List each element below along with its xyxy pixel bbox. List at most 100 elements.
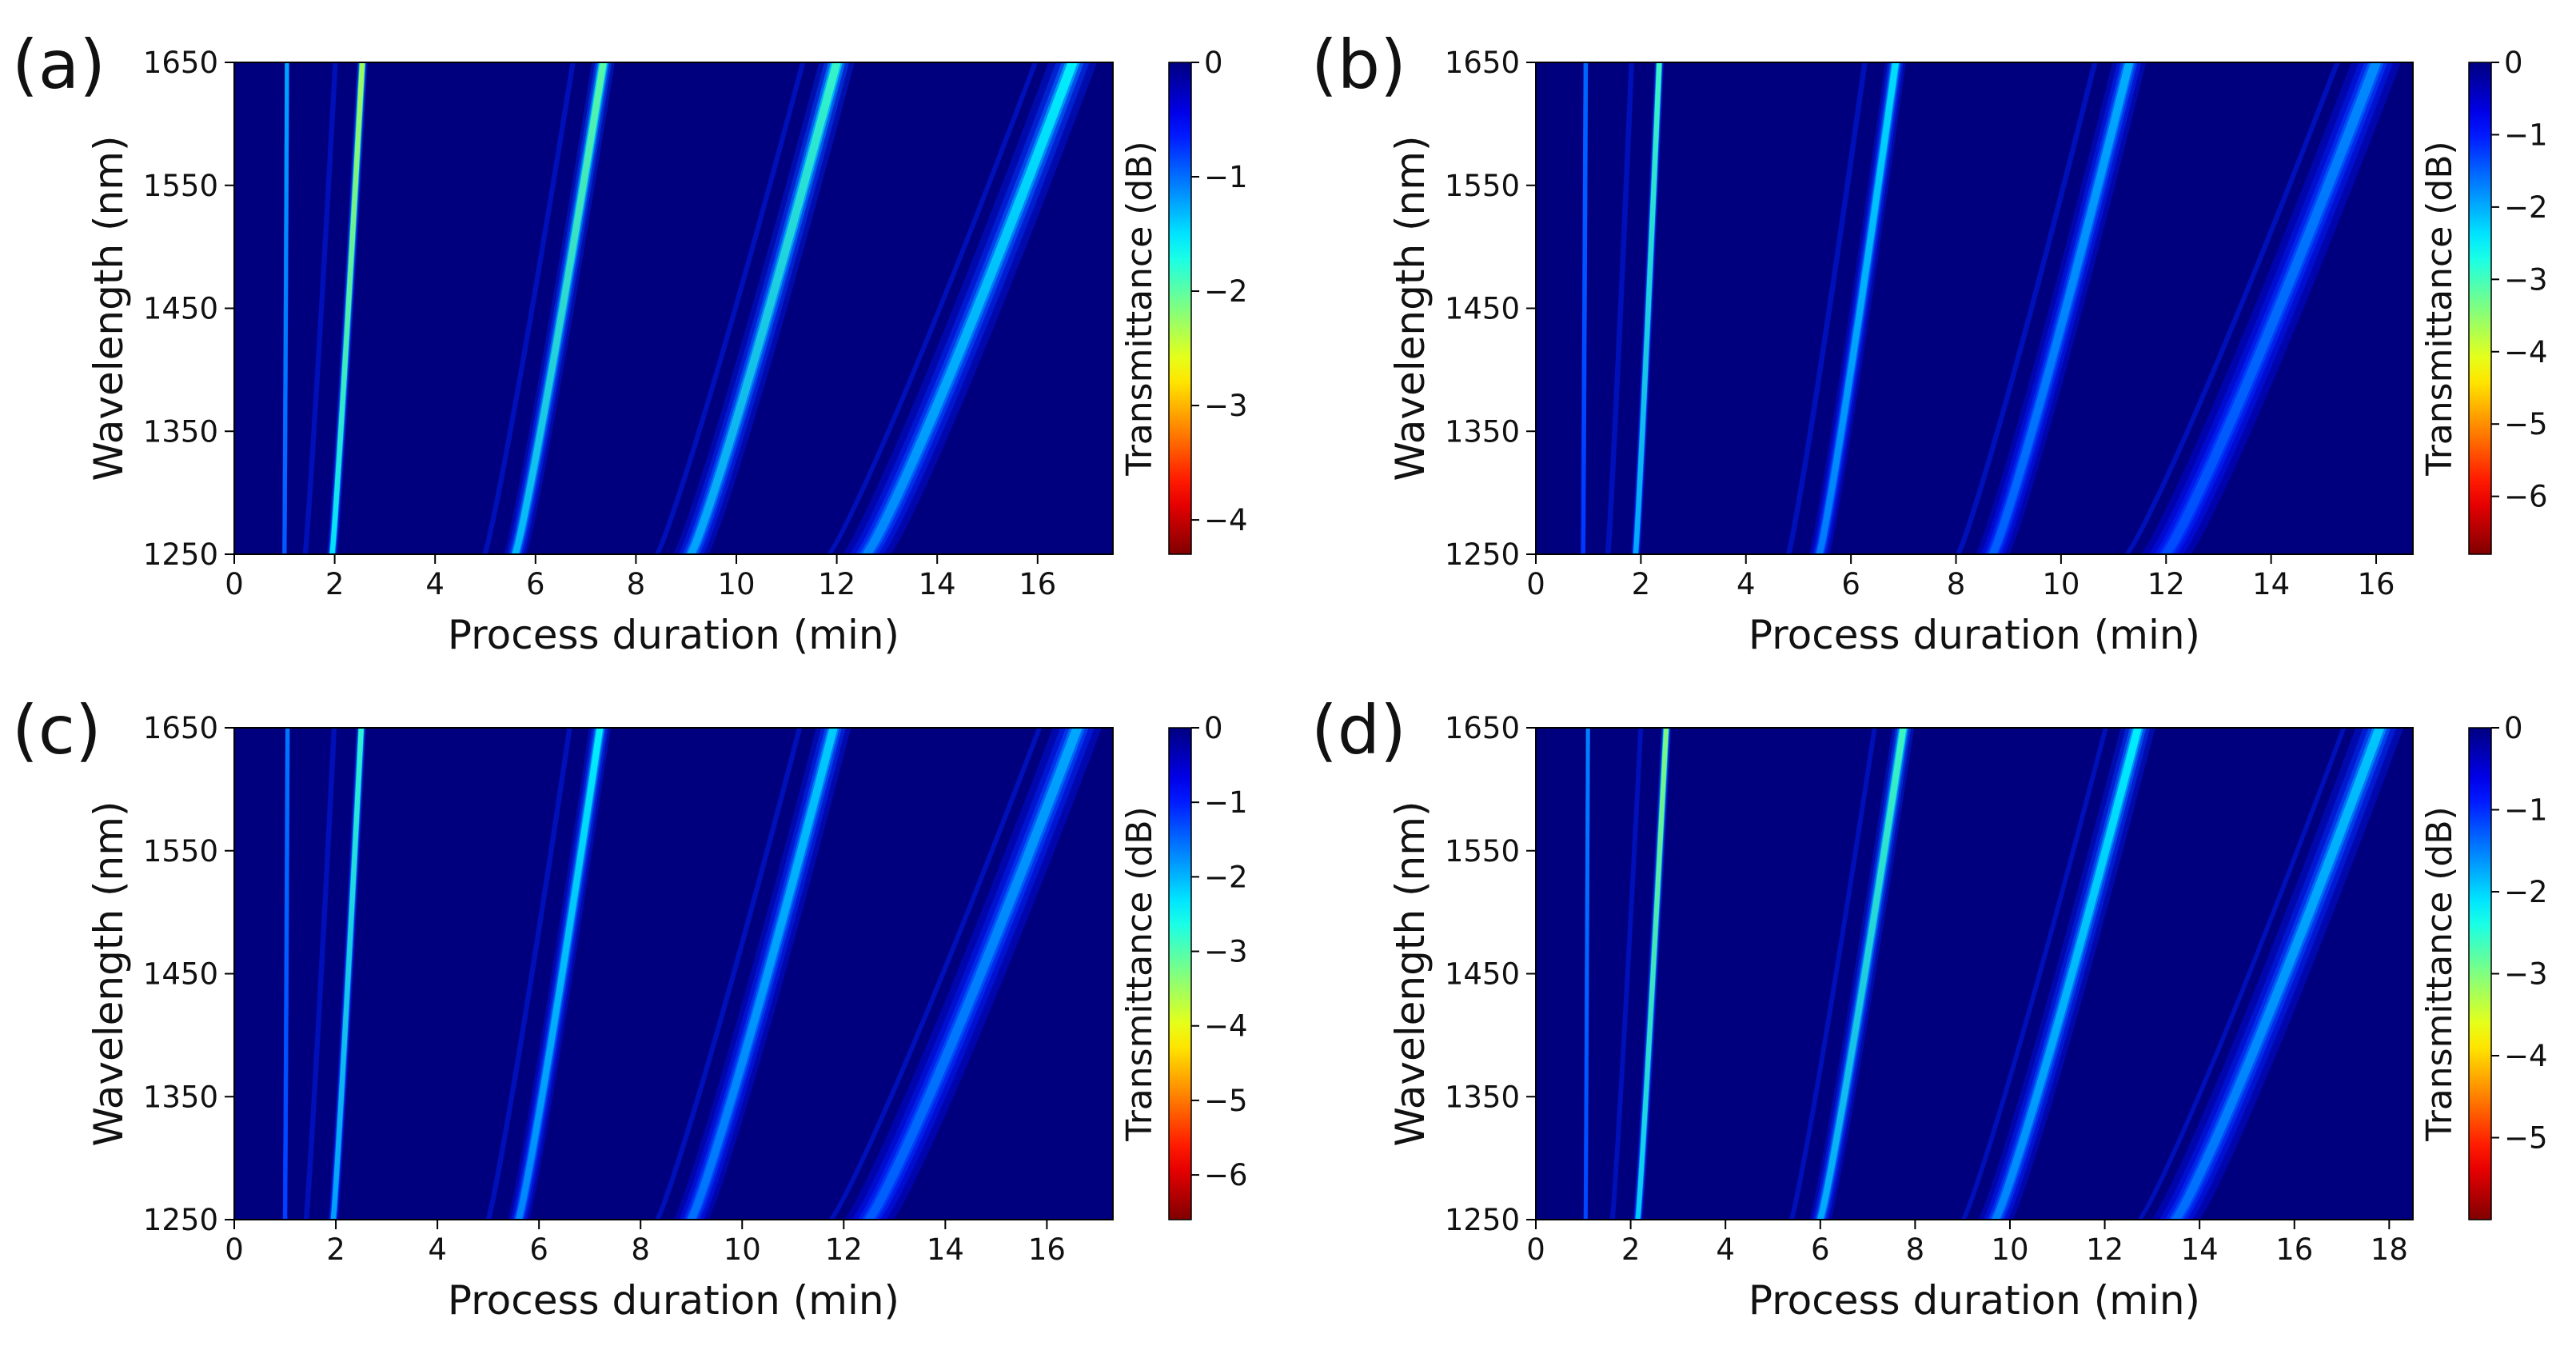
ridge — [1581, 62, 1589, 554]
ridge-shadow — [1956, 62, 2098, 554]
x-tick-label: 0 — [1526, 1232, 1545, 1267]
colorbar-label: Transmittance (dB) — [1119, 141, 1160, 476]
ridge-band — [1992, 728, 2142, 1220]
colorbar — [1168, 727, 1192, 1220]
x-tick-label: 4 — [1737, 567, 1756, 601]
colorbar-tick-label: 0 — [1204, 711, 1223, 745]
panel-2: 0 2 4 6 8 10 12 14 16 1250 1350 1450 1550 1650 Process… — [12, 691, 1248, 1324]
colorbar-tick-label: −1 — [2504, 118, 2548, 152]
ridge-band — [330, 728, 364, 1220]
heatmap — [281, 62, 1098, 554]
ridge-band — [1988, 62, 2134, 554]
ridge-shadow — [828, 728, 1043, 1220]
y-tick-label: 1250 — [1445, 537, 1520, 572]
ridge-shadow — [2137, 728, 2347, 1220]
y-axis-label: Wavelength (nm) — [86, 136, 132, 481]
colorbar-tick-label: −5 — [2504, 1121, 2548, 1156]
x-tick-label: 4 — [1716, 1232, 1735, 1267]
colorbar-tick-label: −1 — [2504, 793, 2548, 828]
x-tick-label: 0 — [225, 1232, 244, 1267]
x-tick-label: 0 — [225, 567, 244, 601]
x-tick-label: 14 — [2252, 567, 2290, 601]
ridge-band — [329, 62, 365, 554]
ridge — [2137, 728, 2404, 1220]
y-tick-label: 1550 — [1445, 169, 1520, 203]
x-tick-label: 6 — [1811, 1232, 1830, 1267]
ridge-shadow — [302, 62, 338, 554]
x-tick-label: 10 — [2042, 567, 2080, 601]
x-tick-label: 8 — [1906, 1232, 1925, 1267]
colorbar-tick-label: 0 — [2504, 46, 2523, 80]
ridge — [281, 62, 289, 554]
y-axis-label: Wavelength (nm) — [1387, 801, 1434, 1147]
y-axis-label: Wavelength (nm) — [1387, 136, 1434, 481]
x-tick-label: 16 — [2275, 1232, 2313, 1267]
y-tick-label: 1250 — [143, 1203, 218, 1237]
ridge — [1609, 728, 1672, 1220]
colorbar-tick-label: −2 — [1204, 274, 1248, 309]
colorbar-tick-label: −4 — [1204, 1009, 1248, 1044]
x-tick-label: 0 — [1526, 567, 1545, 601]
ridge-band — [282, 62, 289, 554]
ridge-band — [1816, 62, 1899, 554]
x-tick-label: 12 — [2086, 1232, 2123, 1267]
x-tick-label: 6 — [529, 1232, 548, 1267]
ridge-band — [515, 728, 604, 1220]
ridge-shadow — [827, 62, 1039, 554]
y-tick-label: 1450 — [143, 292, 218, 326]
colorbar-tick-label: −3 — [1204, 389, 1248, 423]
ridge — [1960, 728, 2155, 1220]
ridge — [2124, 62, 2401, 554]
ridge-shadow — [485, 728, 572, 1220]
panel-label: (a) — [12, 26, 106, 104]
colorbar-tick-label: −1 — [1204, 160, 1248, 194]
ridge-shadow — [303, 728, 337, 1220]
x-axis-label: Process duration (min) — [448, 1277, 899, 1324]
colorbar — [2468, 62, 2492, 555]
y-tick-label: 1350 — [143, 1080, 218, 1114]
ridge — [485, 728, 611, 1220]
y-tick-label: 1450 — [1445, 957, 1520, 992]
y-tick-label: 1250 — [1445, 1203, 1520, 1237]
ridge-band — [282, 728, 290, 1220]
ridge — [302, 62, 368, 554]
x-tick-label: 14 — [2181, 1232, 2219, 1267]
x-tick-label: 6 — [526, 567, 545, 601]
ridge-band — [1583, 728, 1590, 1220]
ridge-band — [687, 62, 841, 554]
x-tick-label: 16 — [1019, 567, 1056, 601]
x-tick-label: 10 — [1991, 1232, 2028, 1267]
panel-3: 0 2 4 6 8 10 12 14 16 18 1250 1350 1450 1550 1650 Proce… — [1311, 691, 2548, 1324]
heatmap — [1583, 728, 2404, 1220]
ridge-shadow — [1788, 728, 1877, 1220]
ridge — [1605, 62, 1665, 554]
colorbar-tick-label: 0 — [1204, 46, 1223, 80]
x-tick-label: 2 — [326, 1232, 345, 1267]
colorbar-tick-label: −4 — [2504, 335, 2548, 369]
x-tick-label: 12 — [2147, 567, 2185, 601]
ridge-shadow — [1609, 728, 1644, 1220]
colorbar — [1168, 62, 1192, 555]
x-tick-label: 12 — [818, 567, 855, 601]
y-tick-label: 1550 — [143, 169, 218, 203]
ridge-band — [862, 62, 1078, 554]
colorbar-tick-label: −3 — [2504, 262, 2548, 297]
ridge-band — [2160, 62, 2382, 554]
heatmap — [282, 728, 1103, 1220]
x-tick-label: 14 — [919, 567, 956, 601]
y-tick-label: 1650 — [143, 46, 218, 80]
ridge-shadow — [1605, 62, 1634, 554]
ridge-band — [863, 728, 1083, 1220]
ridge-shadow — [1785, 62, 1868, 554]
ridge — [1956, 62, 2147, 554]
x-tick-label: 2 — [1621, 1232, 1641, 1267]
colorbar — [2468, 727, 2492, 1220]
ridge — [1583, 728, 1590, 1220]
ridge — [1785, 62, 1906, 554]
colorbar-tick-label: −2 — [1204, 860, 1248, 894]
panel-0: 0 2 4 6 8 10 12 14 16 1250 1350 1450 1550 1650 Process… — [12, 26, 1248, 658]
ridge-shadow — [1960, 728, 2108, 1220]
x-tick-label: 16 — [1028, 1232, 1066, 1267]
ridge-shadow — [2124, 62, 2340, 554]
ridge — [303, 728, 367, 1220]
